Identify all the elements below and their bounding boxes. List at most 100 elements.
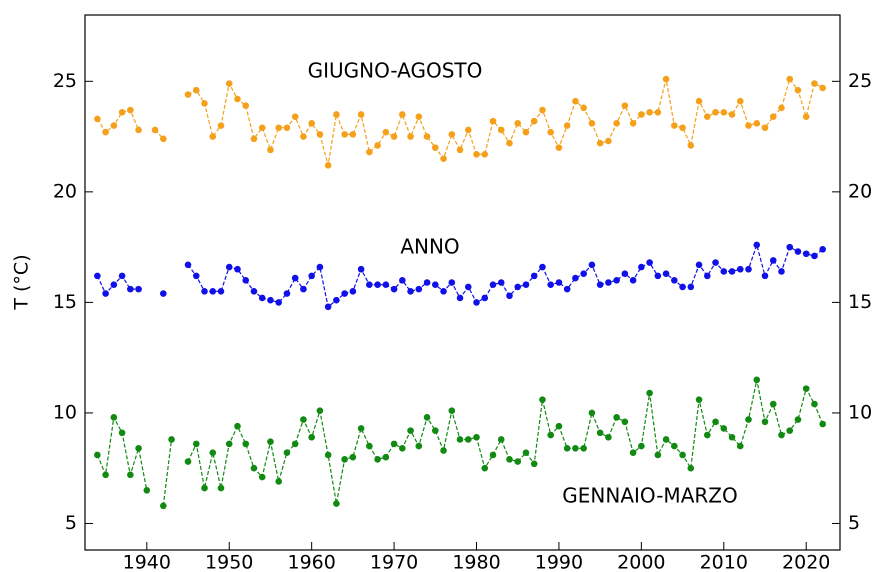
data-point <box>94 115 101 123</box>
data-point <box>539 263 546 271</box>
data-point <box>506 292 513 300</box>
data-point <box>802 250 810 258</box>
y2-tick-label: 10 <box>848 401 872 423</box>
y-axis-label: T (°C) <box>11 254 33 310</box>
data-point <box>646 389 653 397</box>
data-point <box>539 396 546 403</box>
data-point <box>94 272 101 280</box>
data-point <box>588 261 596 269</box>
data-point <box>234 422 241 430</box>
data-point <box>506 456 513 463</box>
data-point <box>720 268 728 275</box>
data-point <box>357 425 365 432</box>
data-point <box>473 433 480 441</box>
data-point <box>811 80 818 87</box>
data-point <box>580 270 587 277</box>
data-point <box>464 126 472 134</box>
data-point <box>703 113 711 120</box>
data-point <box>629 120 637 127</box>
data-point <box>769 113 777 120</box>
data-point <box>382 281 390 289</box>
data-point <box>110 122 118 129</box>
data-point <box>679 283 686 291</box>
data-point <box>687 464 695 472</box>
data-point <box>250 464 258 472</box>
data-point <box>769 257 777 264</box>
data-point <box>151 126 159 134</box>
data-point <box>753 241 761 249</box>
data-point <box>390 440 398 448</box>
data-point <box>588 409 596 417</box>
data-point <box>349 288 357 295</box>
data-point <box>555 279 563 286</box>
data-point <box>382 453 390 461</box>
series-label: GIUGNO-AGOSTO <box>308 59 483 83</box>
data-point <box>530 272 538 280</box>
data-point <box>547 281 554 289</box>
data-point <box>399 111 406 118</box>
data-point <box>456 146 464 154</box>
y-tick-label: 20 <box>53 180 77 202</box>
data-point <box>572 97 579 105</box>
data-point <box>712 418 719 426</box>
data-point <box>473 299 480 306</box>
data-point <box>341 290 348 297</box>
data-point <box>300 285 307 293</box>
data-point <box>522 281 530 289</box>
data-point <box>440 447 447 454</box>
data-point <box>802 113 810 120</box>
data-point <box>316 263 324 271</box>
data-point <box>448 131 456 138</box>
data-point <box>671 276 678 284</box>
data-point <box>497 436 505 443</box>
data-point <box>349 131 357 138</box>
data-point <box>448 407 456 415</box>
data-point <box>671 442 678 450</box>
data-point <box>473 150 480 158</box>
data-point <box>514 120 522 127</box>
data-point <box>481 464 489 472</box>
data-point <box>242 102 250 109</box>
data-point <box>127 106 134 114</box>
data-point <box>258 124 266 132</box>
data-point <box>539 106 546 114</box>
data-point <box>613 276 620 284</box>
series-label: GENNAIO-MARZO <box>562 484 737 508</box>
data-point <box>654 108 662 116</box>
data-point <box>712 108 719 116</box>
data-point <box>118 272 126 280</box>
data-point <box>596 429 604 437</box>
plot-frame <box>84 14 841 551</box>
data-point <box>201 484 208 492</box>
data-point <box>192 440 200 448</box>
data-point <box>662 270 670 277</box>
data-point <box>275 478 282 485</box>
data-point <box>695 261 703 269</box>
data-point <box>267 438 274 445</box>
data-point <box>621 418 629 426</box>
data-point <box>234 265 241 273</box>
data-point <box>242 276 250 284</box>
data-point <box>267 146 274 154</box>
data-point <box>333 500 340 507</box>
data-point <box>390 285 398 293</box>
data-point <box>324 162 332 169</box>
data-point <box>679 124 686 132</box>
data-point <box>192 272 200 280</box>
data-point <box>596 281 604 289</box>
data-point <box>481 150 489 158</box>
data-point <box>217 122 225 129</box>
data-point <box>497 126 505 134</box>
data-point <box>580 445 587 452</box>
data-point <box>621 102 629 109</box>
data-point <box>555 144 563 151</box>
data-point <box>720 425 728 432</box>
data-point <box>761 124 769 132</box>
data-point <box>448 279 456 286</box>
data-point <box>143 487 151 494</box>
data-point <box>695 396 703 403</box>
data-point <box>192 86 200 94</box>
data-point <box>662 436 670 443</box>
data-point <box>209 288 217 295</box>
data-point <box>415 285 423 293</box>
